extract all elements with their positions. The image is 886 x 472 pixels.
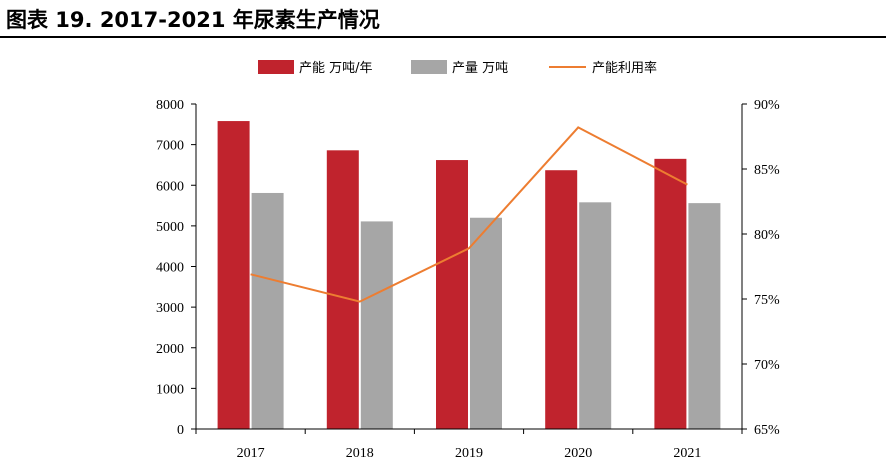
legend-swatch-output [411, 60, 447, 74]
y-right-tick-label: 70% [754, 358, 780, 373]
y-left-tick-label: 0 [177, 423, 184, 438]
y-left-tick-label: 1000 [156, 382, 184, 397]
legend-label-capacity: 产能 万吨/年 [299, 61, 373, 76]
capacity-bar-2017 [217, 121, 250, 429]
output-bar-2017 [251, 192, 284, 429]
output-bar-2018 [360, 221, 393, 429]
axes [191, 103, 747, 434]
y-right-tick-label: 65% [754, 423, 780, 438]
capacity-bar-2019 [436, 160, 468, 429]
x-tick-label: 2020 [564, 446, 592, 461]
y-left-tick-label: 4000 [156, 261, 184, 276]
output-bar-2021 [688, 203, 721, 429]
y-left-tick-label: 8000 [156, 98, 184, 113]
y-left-tick-label: 5000 [156, 220, 184, 235]
y-left-tick-label: 7000 [156, 139, 184, 154]
output-bar-2020 [579, 202, 612, 429]
bars [217, 121, 721, 429]
tick-labels: 2017 2018 2019 2020 2021 0 1000 2000 3000 4000 500… [156, 98, 780, 461]
capacity-bar-2021 [654, 158, 687, 429]
legend-label-utilization: 产能利用率 [592, 60, 657, 76]
x-tick-label: 2017 [237, 446, 265, 461]
figure-title: 图表 19. 2017-2021 年尿素生产情况 [6, 8, 380, 32]
y-left-tick-label: 3000 [156, 301, 184, 316]
x-tick-label: 2018 [346, 446, 374, 461]
y-right-tick-label: 85% [754, 163, 780, 178]
title-rule [0, 36, 886, 38]
x-tick-label: 2019 [455, 446, 483, 461]
capacity-bar-2020 [545, 170, 578, 429]
utilization-polyline [250, 126, 688, 303]
legend: 产能 万吨/年 产量 万吨 产能利用率 [258, 60, 657, 76]
y-left-tick-label: 6000 [156, 179, 184, 194]
y-right-tick-label: 80% [754, 228, 780, 243]
x-tick-label: 2021 [673, 446, 701, 461]
utilization-line [250, 126, 688, 303]
y-right-tick-label: 75% [754, 293, 780, 308]
y-left-tick-label: 2000 [156, 342, 184, 357]
legend-label-output: 产量 万吨 [452, 61, 508, 76]
output-bar-2019 [470, 217, 502, 429]
capacity-bar-2018 [326, 150, 359, 429]
legend-swatch-capacity [258, 60, 294, 74]
y-right-tick-label: 90% [754, 98, 780, 113]
